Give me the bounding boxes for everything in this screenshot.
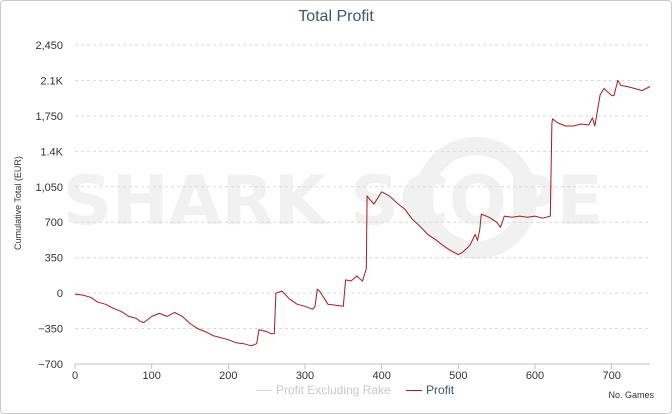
series: [74, 79, 651, 347]
y-tick-label: 1.4K: [40, 146, 63, 158]
x-tick-label: 400: [372, 370, 390, 382]
x-tick-label: 200: [219, 370, 237, 382]
y-tick-label: 700: [45, 217, 63, 229]
x-tick-label: 0: [72, 370, 78, 382]
legend-line-icon: [406, 390, 423, 392]
legend-item-profit-excluding-rake[interactable]: Profit Excluding Rake: [255, 383, 391, 397]
legend-label: Profit Excluding Rake: [275, 383, 391, 397]
y-tick-label: −700: [38, 359, 63, 371]
y-tick-label: 1,750: [35, 111, 63, 123]
watermark-scope-icon: [415, 137, 537, 259]
y-tick-label: 2.1K: [40, 75, 63, 87]
y-tick-label: 0: [57, 288, 63, 300]
y-tick-label: 350: [45, 253, 63, 265]
y-tick-label: −350: [38, 324, 63, 336]
x-tick-label: 700: [602, 370, 620, 382]
profit-series-line: [74, 79, 651, 347]
x-tick-label: 600: [526, 370, 544, 382]
y-axis-label: Cumulative Total (EUR): [13, 156, 23, 250]
y-tick-label: 2,450: [35, 40, 63, 52]
x-tick-label: 300: [296, 370, 314, 382]
legend: Profit Excluding Rake Profit: [0, 383, 672, 397]
x-axis-label: No. Games: [608, 390, 654, 400]
chart-title: Total Profit: [298, 8, 374, 25]
legend-line-icon: [255, 390, 272, 392]
watermark: SHARK SCOPE: [63, 137, 603, 259]
x-tick-label: 100: [142, 370, 160, 382]
x-tick-label: 500: [449, 370, 467, 382]
legend-item-profit[interactable]: Profit: [406, 383, 454, 397]
legend-label: Profit: [426, 383, 455, 397]
y-tick-label: 1,050: [35, 182, 63, 194]
axes: −700 −350 0 350 700 1,050 1.4K 1,750 2.1K 2,450 0 1…: [35, 40, 650, 382]
